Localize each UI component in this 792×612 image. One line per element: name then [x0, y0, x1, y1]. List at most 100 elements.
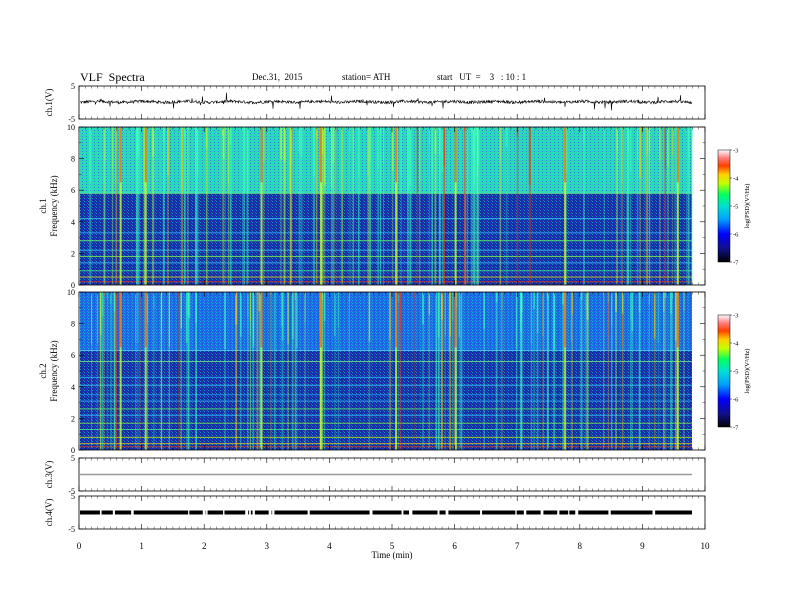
- ch4-signal-gap: [206, 510, 208, 515]
- spec-burst: [352, 127, 354, 285]
- station-label: station= ATH: [342, 72, 391, 82]
- colorbar-label: log(PSD)(V²/Hz): [744, 349, 751, 394]
- spec-strong-burst-top: [454, 292, 457, 348]
- spec-burst: [300, 127, 303, 285]
- spec-burst: [246, 127, 249, 285]
- ch4-signal-gap: [575, 510, 579, 515]
- spec-burst: [235, 292, 238, 450]
- spec-burst: [89, 127, 92, 285]
- spec-burst: [291, 292, 294, 450]
- spec-burst: [472, 127, 475, 285]
- spec-burst: [294, 292, 296, 450]
- y-axis-label: ch.3(V): [44, 461, 54, 489]
- spec-burst-top: [639, 127, 641, 178]
- spec-burst: [290, 127, 292, 285]
- spec-burst-top: [657, 292, 659, 343]
- spec-burst-top: [181, 127, 183, 192]
- spec-strong-burst: [395, 127, 398, 285]
- spec-burst: [475, 127, 478, 285]
- ch4-signal-gap: [480, 510, 483, 515]
- spec-burst: [333, 127, 335, 285]
- spec-burst: [672, 127, 674, 285]
- ch1-waveform-panel: 5 -5 ch.1(V): [44, 82, 706, 124]
- spec-burst: [608, 292, 610, 450]
- spec-burst: [580, 292, 583, 450]
- spec-burst: [334, 292, 336, 450]
- spec-burst-top: [434, 127, 437, 154]
- spec-burst: [438, 127, 441, 285]
- spec-burst-top: [608, 292, 610, 337]
- spec-burst: [409, 127, 412, 285]
- spec-burst-top: [110, 292, 112, 305]
- spec-burst: [240, 292, 242, 450]
- spec-burst-top: [630, 127, 632, 171]
- spec-burst: [586, 292, 589, 450]
- ch4-signal-gap: [437, 510, 440, 515]
- ch4-signal-gap: [515, 510, 517, 515]
- spec-burst: [321, 292, 324, 450]
- spec-burst-top: [444, 292, 446, 336]
- spec-burst: [470, 127, 473, 285]
- y-axis-label: Frequency (kHz): [49, 175, 59, 236]
- spec-burst: [112, 127, 114, 285]
- spec-burst-top: [222, 127, 225, 159]
- spec-burst-top: [621, 127, 623, 183]
- spec-burst-top: [336, 127, 338, 133]
- spec-burst: [434, 127, 437, 285]
- spec-burst: [630, 292, 632, 450]
- spec-burst-top: [688, 127, 690, 159]
- spec-burst-top: [443, 127, 445, 167]
- spec-burst-top: [89, 127, 92, 182]
- spec-strong-burst: [144, 127, 147, 285]
- spec-burst-top: [380, 127, 381, 192]
- x-tick-label: 6: [452, 541, 457, 551]
- spec-burst-top: [321, 127, 324, 155]
- spec-strong-burst: [564, 127, 567, 285]
- spec-burst-top: [287, 292, 289, 345]
- spec-burst: [187, 292, 189, 450]
- spec-burst-top: [289, 127, 292, 193]
- spec-burst-top: [648, 127, 651, 152]
- spec-burst: [542, 292, 544, 450]
- spec-strong-burst-top: [395, 292, 398, 348]
- spec-burst-top: [341, 127, 343, 129]
- spec-burst: [667, 127, 669, 285]
- spec-burst-top: [686, 127, 688, 130]
- ch4-signal-gap: [568, 510, 570, 515]
- spec-burst: [389, 292, 391, 450]
- spec-burst-top: [168, 292, 170, 347]
- spec-burst: [196, 127, 199, 285]
- spec-strong-burst: [564, 292, 567, 450]
- spec-burst: [626, 127, 629, 285]
- spec-strong-burst-top: [144, 292, 147, 348]
- spec-burst-top: [438, 127, 441, 156]
- spec-burst-top: [315, 127, 318, 140]
- spec-burst: [495, 292, 498, 450]
- spec-burst-top: [99, 292, 102, 335]
- x-tick-label: 8: [578, 541, 583, 551]
- spec-burst: [106, 292, 108, 450]
- spec-burst-top: [352, 127, 354, 180]
- colorbar-tick-label: -4: [733, 176, 739, 183]
- spec-burst: [456, 292, 458, 450]
- y-tick-label: 10: [67, 123, 75, 132]
- spec-strong-burst-top: [119, 127, 122, 183]
- spec-burst-top: [453, 292, 455, 296]
- spec-burst-top: [167, 127, 169, 176]
- spec-burst-top: [349, 127, 351, 153]
- spec-burst-top: [637, 127, 639, 161]
- spec-burst: [500, 127, 502, 285]
- spec-burst: [348, 292, 350, 450]
- spec-burst: [315, 127, 318, 285]
- y-tick-label: -5: [68, 115, 75, 124]
- spec-burst-top: [565, 127, 568, 174]
- spec-burst: [637, 127, 639, 285]
- spec-burst-top: [102, 292, 104, 317]
- spec-burst-top: [516, 292, 518, 349]
- spec-burst-top: [331, 127, 333, 164]
- spec-strong-burst: [676, 127, 679, 285]
- spec-burst-top: [475, 127, 478, 136]
- spec-burst-top: [263, 127, 265, 162]
- y-tick-label: 2: [71, 249, 75, 258]
- spec-burst-top: [580, 292, 583, 300]
